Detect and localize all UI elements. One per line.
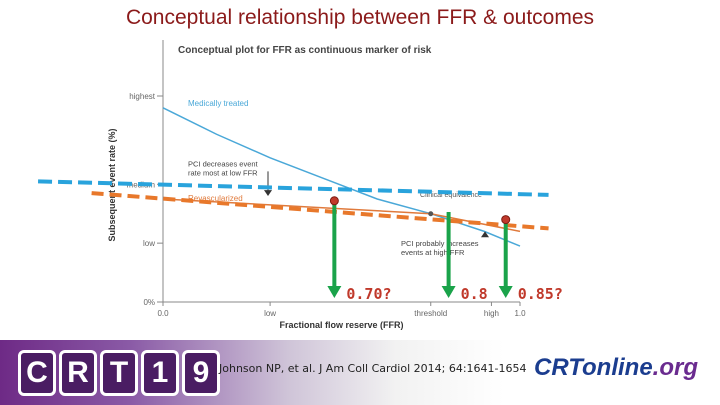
annotation-equivalence: Clinical equivalence bbox=[420, 192, 482, 199]
red-marker bbox=[329, 196, 339, 206]
y-axis-label: Subsequent event rate (%) bbox=[107, 128, 117, 241]
citation-text: Johnson NP, et al. J Am Coll Cardiol 201… bbox=[219, 362, 527, 375]
chart-inner-bg bbox=[100, 38, 540, 330]
x-tick-label: high bbox=[484, 309, 499, 318]
threshold-dot bbox=[428, 211, 434, 217]
crtonline-logo[interactable]: CRTonline.org bbox=[534, 354, 698, 382]
green-arrowhead bbox=[498, 286, 513, 298]
annotation-pci-high: PCI probably increases events at high FFR bbox=[401, 239, 479, 257]
series-label: Medically treated bbox=[188, 99, 248, 108]
chart-title: Conceptual plot for FFR as continuous ma… bbox=[178, 45, 432, 56]
ffr-cutoff-label: 0.8 bbox=[461, 285, 488, 303]
annotation-line: PCI probably increases bbox=[401, 239, 479, 248]
ffr-outcome-chart: Conceptual plot for FFR as continuous ma… bbox=[37, 38, 563, 330]
series-line bbox=[162, 198, 521, 233]
annotation-line: events at high FFR bbox=[401, 248, 465, 257]
blue-dashed-line bbox=[37, 179, 549, 197]
green-arrowhead bbox=[441, 286, 456, 298]
crt-logo-letter: 1 bbox=[141, 350, 179, 396]
crtonline-tld: .org bbox=[652, 354, 698, 381]
annotation-arrowhead bbox=[481, 231, 489, 238]
x-tick-label: threshold bbox=[414, 309, 447, 318]
crt-logo-letter: T bbox=[100, 350, 138, 396]
x-tick-label: low bbox=[264, 309, 276, 318]
x-axis-label: Fractional flow reserve (FFR) bbox=[279, 320, 403, 330]
x-tick-label: 1.0 bbox=[514, 309, 526, 318]
ffr-cutoff-label: 0.70? bbox=[346, 285, 391, 303]
slide-title: Conceptual relationship between FFR & ou… bbox=[125, 6, 595, 29]
series-label: Revascularized bbox=[188, 194, 243, 203]
y-tick-label: low bbox=[143, 239, 155, 248]
annotation-line: rate most at low FFR bbox=[188, 169, 258, 178]
annotation-arrowhead bbox=[264, 190, 272, 197]
annotation-pci-low: PCI decreases event rate most at low FFR bbox=[188, 160, 259, 178]
crt19-logo: C R T 1 9 bbox=[18, 350, 220, 396]
crt-logo-letter: C bbox=[18, 350, 56, 396]
x-tick-label: 0.0 bbox=[157, 309, 169, 318]
y-tick-label: highest bbox=[129, 92, 156, 101]
ffr-cutoff-label: 0.85? bbox=[518, 285, 563, 303]
green-arrowhead bbox=[327, 286, 342, 298]
crt-logo-letter: 9 bbox=[182, 350, 220, 396]
orange-dashed-line bbox=[91, 191, 549, 231]
crtonline-main: CRTonline bbox=[534, 354, 653, 381]
red-marker bbox=[501, 215, 511, 225]
crt-logo-letter: R bbox=[59, 350, 97, 396]
annotation-line: PCI decreases event bbox=[188, 160, 259, 169]
y-tick-label: 0% bbox=[143, 298, 155, 307]
